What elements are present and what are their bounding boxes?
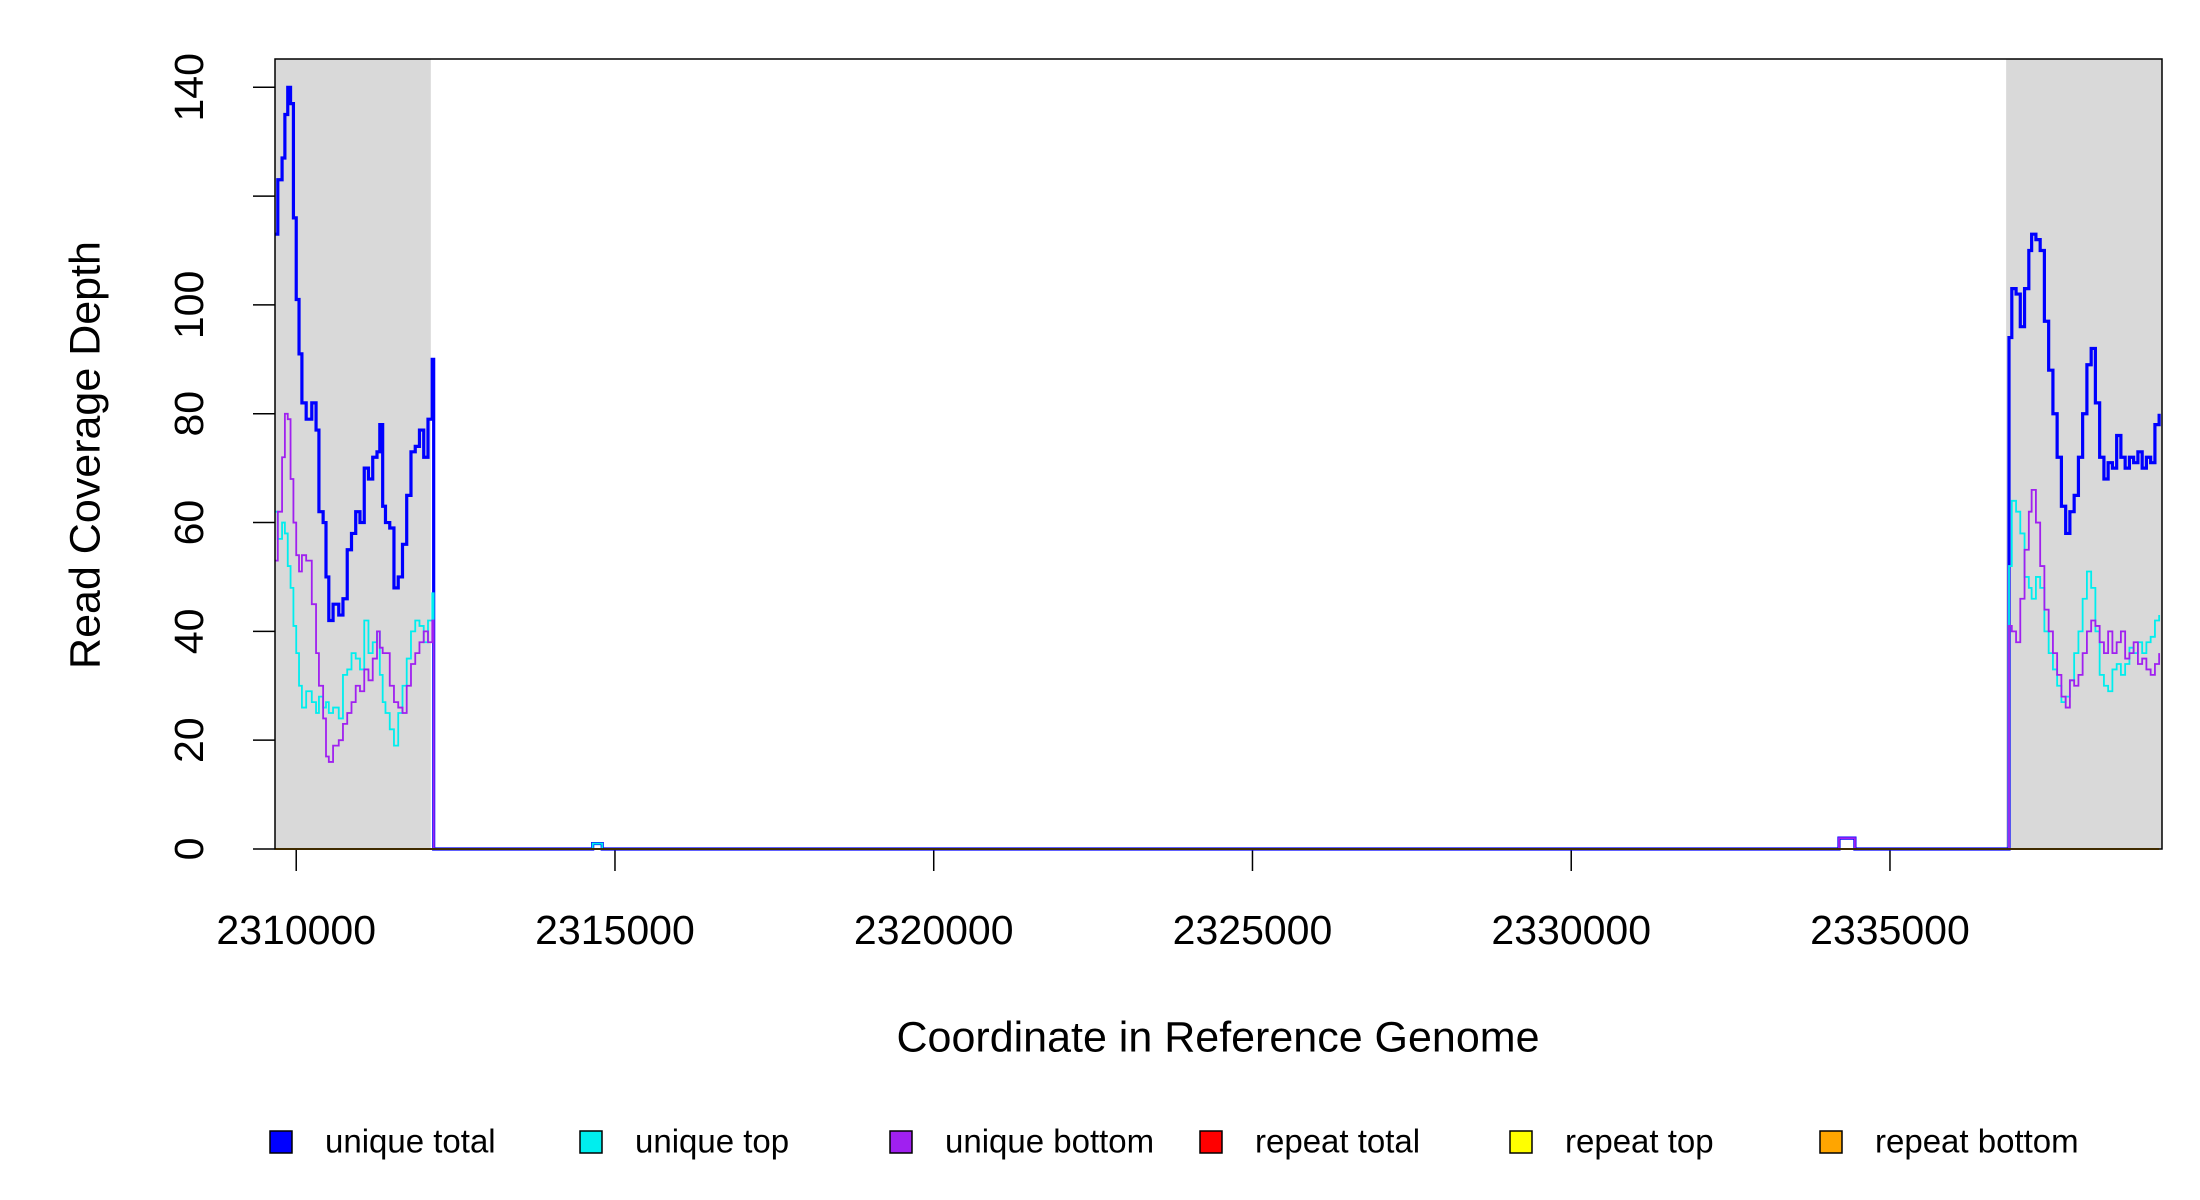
legend-label: repeat top — [1565, 1123, 1714, 1160]
legend-label: unique top — [635, 1123, 789, 1160]
x-tick-label: 2320000 — [854, 907, 1014, 953]
x-tick-label: 2335000 — [1810, 907, 1970, 953]
y-tick-label: 80 — [166, 391, 212, 437]
y-tick-label: 100 — [166, 271, 212, 339]
series-line — [275, 85, 2161, 851]
legend-label: unique bottom — [945, 1123, 1154, 1160]
legend-swatch — [1199, 1130, 1223, 1154]
x-tick-label: 2315000 — [535, 907, 695, 953]
plot-frame — [274, 58, 2163, 850]
x-axis-title: Coordinate in Reference Genome — [897, 1013, 1540, 1061]
x-tick-label: 2330000 — [1491, 907, 1651, 953]
legend-swatch — [889, 1130, 913, 1154]
legend-swatch — [1819, 1130, 1843, 1154]
legend-label: repeat bottom — [1875, 1123, 2079, 1160]
x-tick-label: 2325000 — [1173, 907, 1333, 953]
x-tick-label: 2310000 — [216, 907, 376, 953]
y-tick-label: 20 — [166, 717, 212, 763]
series-line — [275, 499, 2161, 850]
series-line — [275, 412, 2161, 850]
legend-swatch — [579, 1130, 603, 1154]
y-tick-label: 60 — [166, 500, 212, 546]
y-tick-label: 40 — [166, 609, 212, 655]
legend-swatch — [1509, 1130, 1533, 1154]
y-tick-label: 140 — [166, 53, 212, 121]
legend-label: repeat total — [1255, 1123, 1420, 1160]
legend-label: unique total — [325, 1123, 496, 1160]
shaded-region — [275, 59, 431, 849]
legend-swatch — [269, 1130, 293, 1154]
y-tick-label: 0 — [166, 838, 212, 861]
y-axis-title: Read Coverage Depth — [61, 241, 109, 669]
